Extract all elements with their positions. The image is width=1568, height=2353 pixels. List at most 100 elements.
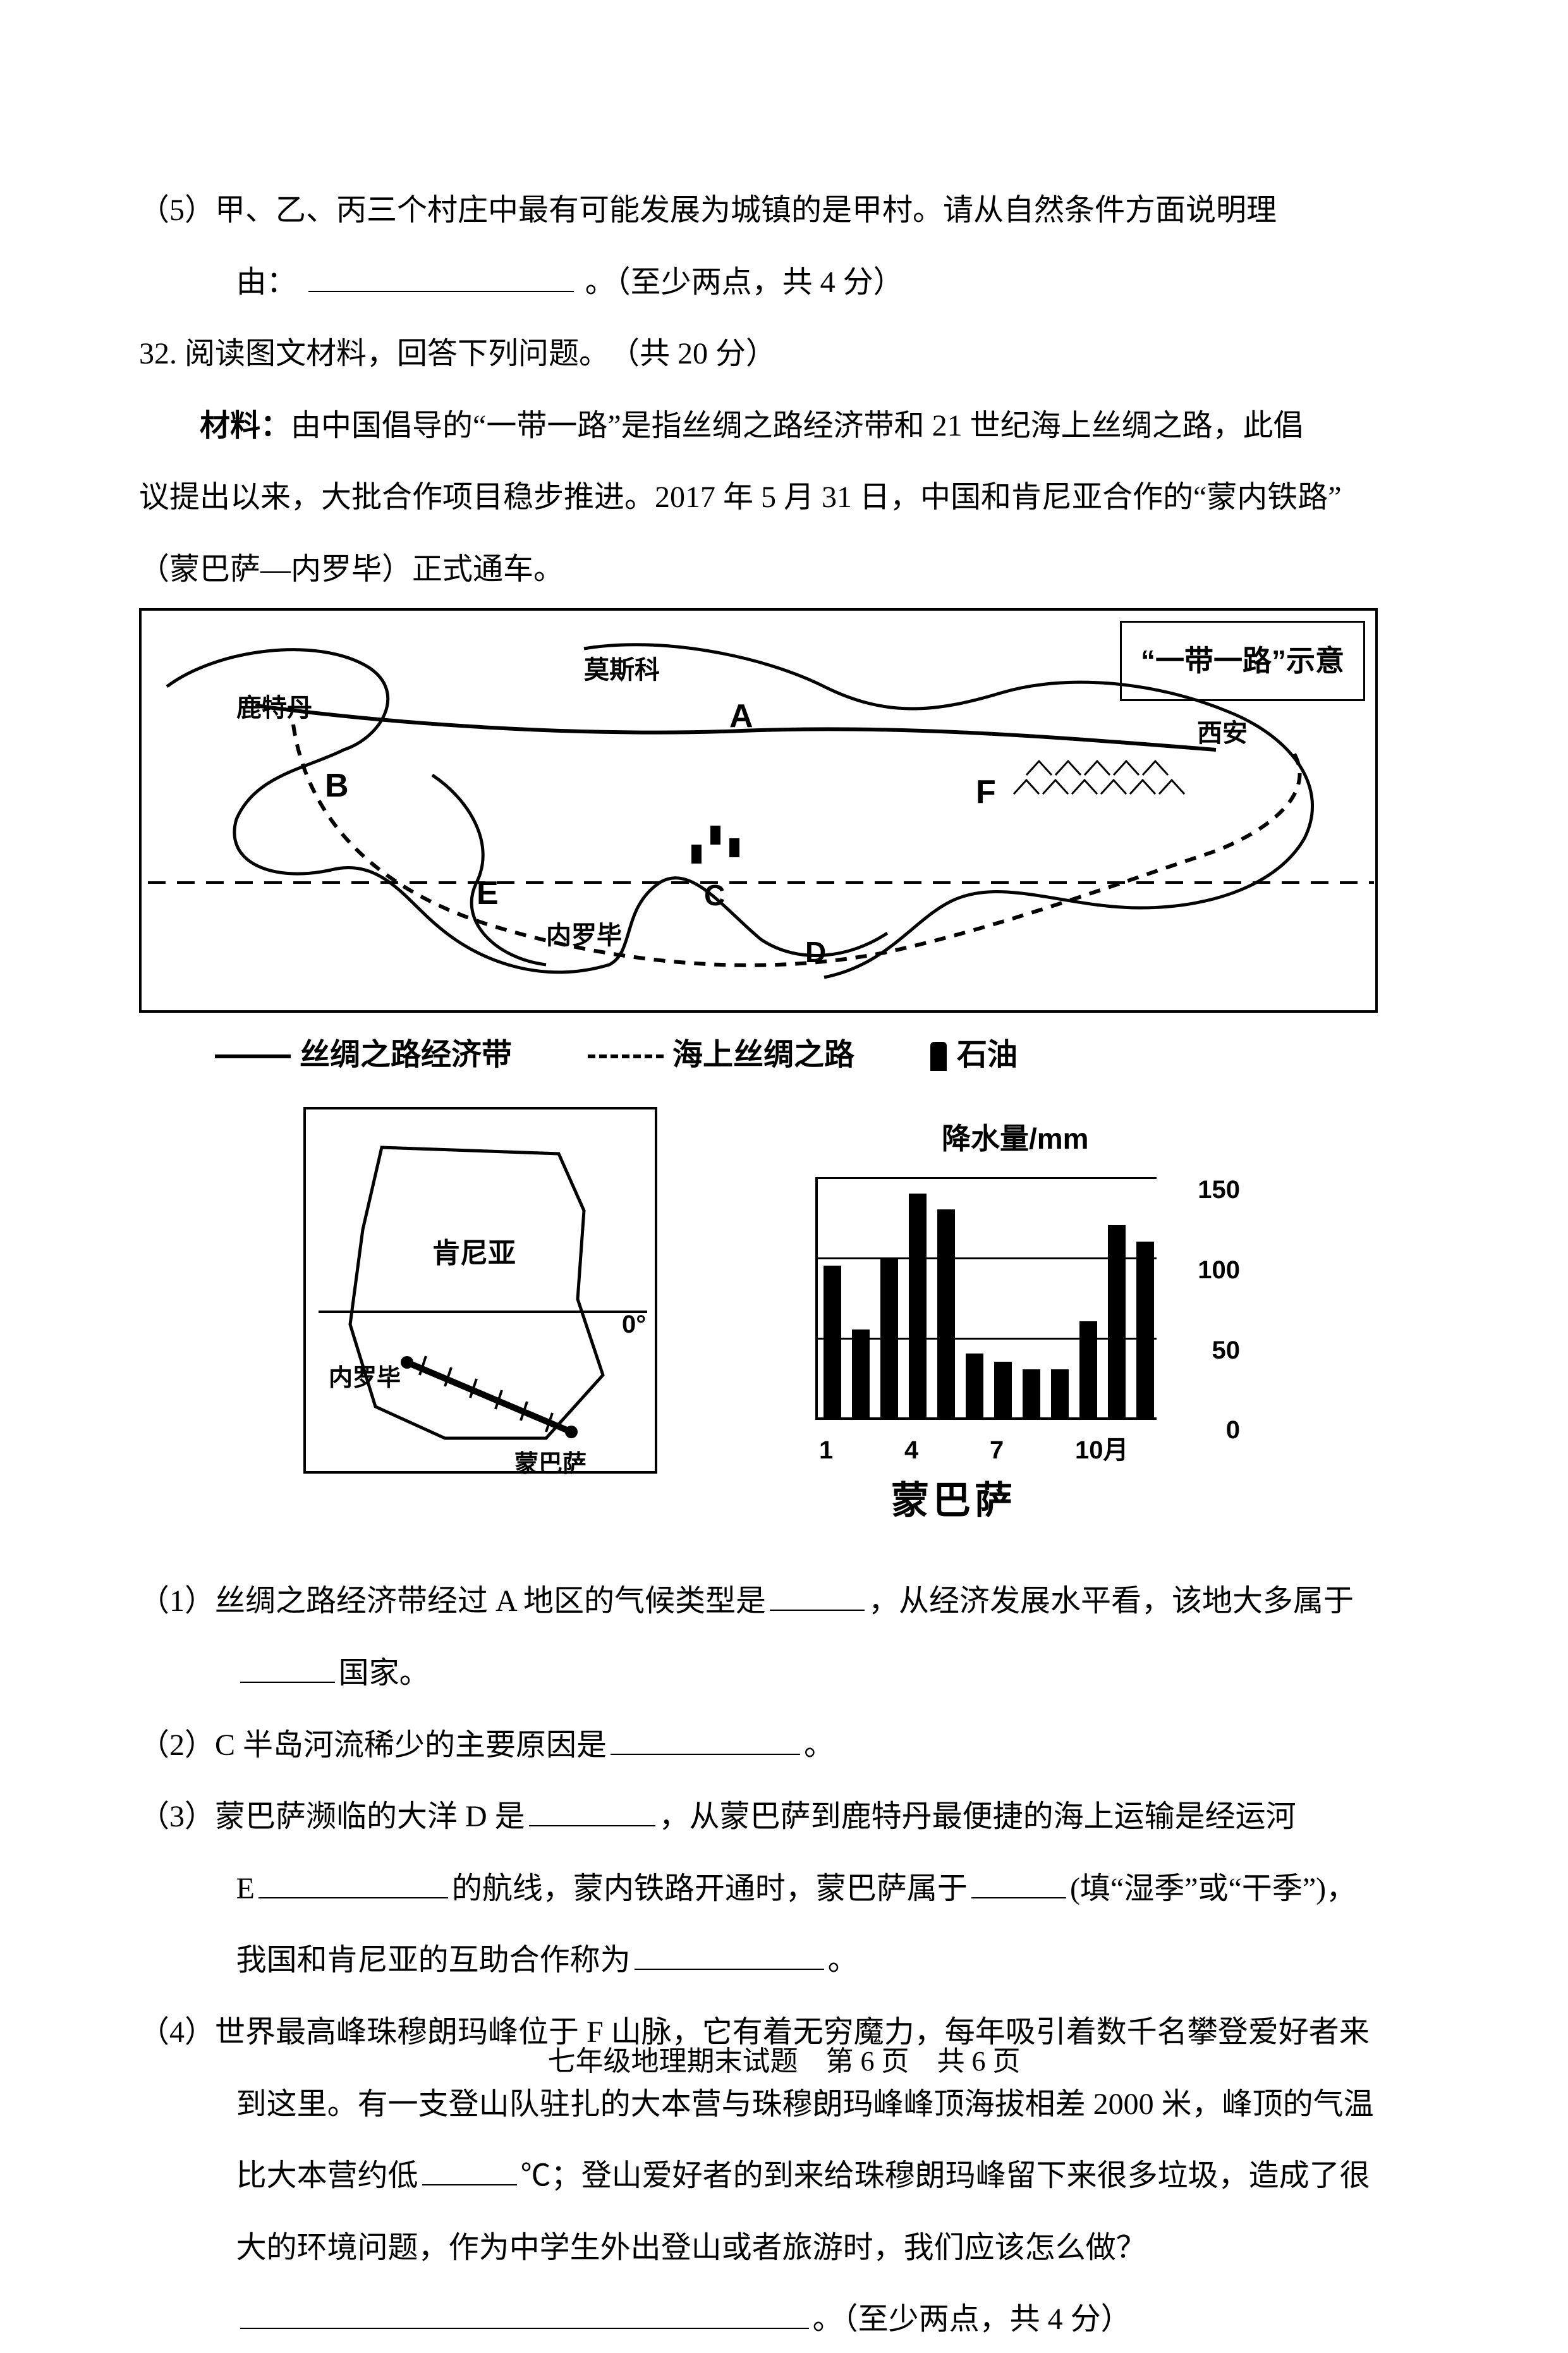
lower-figures: 肯尼亚 0° 内罗毕 蒙巴萨 降水量/mm 50100150014710月 蒙巴…	[303, 1107, 1429, 1543]
kenya-map: 肯尼亚 0° 内罗毕 蒙巴萨	[303, 1107, 657, 1474]
s4-blank-temp[interactable]	[422, 2155, 517, 2185]
q32-mat-2: 议提出以来，大批合作项目稳步推进。2017 年 5 月 31 日，中国和肯尼亚合…	[139, 464, 1429, 531]
bar	[937, 1209, 955, 1417]
legend-oil: 石油	[930, 1022, 1018, 1089]
label-D: D	[805, 920, 826, 984]
kenya-equator-label: 0°	[622, 1297, 646, 1352]
s3-blank-e[interactable]	[258, 1868, 448, 1898]
bar	[1108, 1225, 1126, 1417]
x-axis	[815, 1417, 1157, 1420]
bar	[1079, 1321, 1097, 1417]
bar	[994, 1362, 1012, 1418]
sub4c: 比大本营约低 ℃；登山爱好者的到来给珠穆朗玛峰留下来很多垃圾，造成了很	[139, 2142, 1429, 2209]
bar	[852, 1329, 870, 1417]
sub1: （1）丝绸之路经济带经过 A 地区的气候类型是 ，从经济发展水平看，该地大多属于	[139, 1568, 1429, 1635]
material-a: 由中国倡导的“一带一路”是指丝绸之路经济带和 21 世纪海上丝绸之路，此倡	[291, 409, 1304, 443]
s4-blank-answer[interactable]	[240, 2299, 809, 2329]
bar	[1051, 1369, 1069, 1417]
s1b: ，从经济发展水平看，该地大多属于	[868, 1584, 1354, 1618]
bar	[824, 1266, 841, 1418]
sub3b: E 的航线，蒙内铁路开通时，蒙巴萨属于 (填“湿季”或“干季”)，	[139, 1855, 1429, 1922]
q5-line2: 由： 。（至少两点，共 4 分）	[139, 249, 1429, 316]
s4c-b: ℃；登山爱好者的到来给珠穆朗玛峰留下来很多垃圾，造成了很	[521, 2159, 1370, 2192]
bar	[966, 1354, 983, 1417]
chart-city-label: 蒙巴萨	[891, 1459, 1239, 1543]
q32-heading: 32. 阅读图文材料，回答下列问题。 （共 20 分）	[139, 321, 1429, 388]
chart-box: 50100150014710月	[784, 1177, 1188, 1443]
kenya-nairobi-label: 内罗毕	[329, 1352, 401, 1405]
page-content: （5）甲、乙、丙三个村庄中最有可能发展为城镇的是甲村。请从自然条件方面说明理 由…	[139, 177, 1429, 2353]
sub4b: 到这里。有一支登山队驻扎的大本营与珠穆朗玛峰峰顶海拔相差 2000 米，峰顶的气…	[139, 2071, 1429, 2138]
s3-blank-season[interactable]	[971, 1868, 1066, 1898]
xtick-label: 1	[819, 1422, 833, 1478]
kenya-mombasa-label: 蒙巴萨	[514, 1438, 586, 1491]
ytick-label: 50	[1212, 1323, 1241, 1378]
label-moscow: 莫斯科	[584, 642, 660, 698]
bar	[880, 1257, 898, 1417]
s1-blank1[interactable]	[770, 1580, 865, 1611]
legend-oil-label: 石油	[957, 1038, 1018, 1072]
sub2: （2）C 半岛河流稀少的主要原因是 。	[139, 1712, 1429, 1779]
xtick-label: 10月	[1075, 1422, 1129, 1478]
s3-blank-coop[interactable]	[635, 1940, 824, 1970]
label-rotterdam: 鹿特丹	[236, 680, 312, 736]
kenya-country-label: 肯尼亚	[432, 1223, 516, 1285]
label-A: A	[729, 680, 753, 752]
label-nairobi: 内罗毕	[546, 908, 622, 963]
label-E: E	[477, 857, 499, 929]
xtick-label: 4	[904, 1422, 918, 1478]
label-B: B	[325, 750, 349, 822]
s3c: E	[236, 1872, 255, 1905]
q5-blank[interactable]	[308, 262, 574, 292]
s3d: 的航线，蒙内铁路开通时，蒙巴萨属于	[452, 1872, 968, 1905]
page-footer: 七年级地理期末试题 第 6 页 共 6 页	[0, 2038, 1568, 2079]
s3a: （3）蒙巴萨濒临的大洋 D 是	[139, 1800, 525, 1833]
legend-sea-label: 海上丝绸之路	[672, 1038, 854, 1072]
s2a: （2）C 半岛河流稀少的主要原因是	[139, 1728, 607, 1762]
bar	[909, 1194, 927, 1418]
s3f: 我国和肯尼亚的互助合作称为	[236, 1943, 631, 1977]
sub4d: 大的环境问题，作为中学生外出登山或者旅游时，我们应该怎么做？	[139, 2215, 1429, 2282]
chart-title: 降水量/mm	[942, 1107, 1239, 1171]
q5-label: 由：	[236, 266, 297, 299]
material-label: 材料：	[200, 409, 291, 443]
oil-icon	[930, 1042, 947, 1071]
ytick-label: 0	[1226, 1402, 1240, 1458]
s3b: ，从蒙巴萨到鹿特丹最便捷的海上运输是经运河	[659, 1800, 1296, 1833]
label-xian: 西安	[1197, 706, 1248, 761]
legend-belt: 丝绸之路经济带	[215, 1022, 512, 1089]
s4e-tail: 。（至少两点，共 4 分）	[813, 2302, 1131, 2336]
precip-chart: 降水量/mm 50100150014710月 蒙巴萨	[758, 1107, 1239, 1543]
legend-belt-label: 丝绸之路经济带	[300, 1038, 512, 1072]
s1a: （1）丝绸之路经济带经过 A 地区的气候类型是	[139, 1584, 766, 1618]
s1c: 国家。	[339, 1656, 430, 1690]
s3g: 。	[828, 1943, 858, 1977]
s1-blank2[interactable]	[240, 1653, 335, 1683]
sub3c: 我国和肯尼亚的互助合作称为 。	[139, 1927, 1429, 1994]
q32-mat-1: 材料：由中国倡导的“一带一路”是指丝绸之路经济带和 21 世纪海上丝绸之路，此倡	[139, 393, 1429, 460]
kenya-svg	[306, 1109, 660, 1476]
ytick-label: 150	[1198, 1162, 1240, 1218]
y-axis	[815, 1177, 818, 1417]
sub1b: 国家。	[139, 1640, 1429, 1707]
s3-blank-d[interactable]	[529, 1796, 655, 1826]
s2b: 。	[804, 1728, 834, 1762]
q5-tail: 。（至少两点，共 4 分）	[585, 266, 904, 299]
sub3a: （3）蒙巴萨濒临的大洋 D 是 ，从蒙巴萨到鹿特丹最便捷的海上运输是经运河	[139, 1783, 1429, 1850]
legend-solid-line-icon	[215, 1054, 291, 1058]
label-F: F	[976, 756, 996, 828]
q5-line1: （5）甲、乙、丙三个村庄中最有可能发展为城镇的是甲村。请从自然条件方面说明理	[139, 177, 1429, 244]
sub4e: 。（至少两点，共 4 分）	[139, 2286, 1429, 2353]
label-C: C	[704, 864, 725, 927]
xtick-label: 7	[990, 1422, 1004, 1478]
s3e: (填“湿季”或“干季”)，	[1070, 1872, 1356, 1905]
s4c-a: 比大本营约低	[236, 2159, 418, 2192]
q32-mat-3: （蒙巴萨—内罗毕）正式通车。	[139, 536, 1429, 603]
ytick-label: 100	[1198, 1242, 1240, 1298]
map-legend: 丝绸之路经济带 海上丝绸之路 石油	[215, 1022, 1429, 1089]
belt-road-map: “一带一路”示意 鹿特丹 莫斯科 西安 内罗毕 A B C D E	[139, 608, 1378, 1013]
bar	[1136, 1242, 1154, 1418]
s2-blank[interactable]	[611, 1725, 800, 1755]
legend-dash-line-icon	[588, 1054, 664, 1058]
bar	[1023, 1369, 1040, 1417]
